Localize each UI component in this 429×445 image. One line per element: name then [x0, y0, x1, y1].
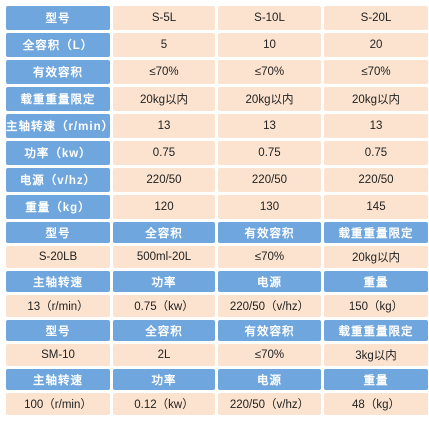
model-name-cell: S-10L [218, 6, 321, 30]
table-row: 100（r/min） 0.12（kw） 220/50（v/hz） 48（kg） [6, 393, 428, 415]
column-header: 全容积 [113, 222, 215, 243]
table-cell: 220/50 [324, 168, 428, 192]
table-cell: 220/50 [218, 168, 321, 192]
table-cell: S-20LB [6, 246, 110, 268]
table-row: 13（r/min） 0.75（kw） 220/50（v/hz） 150（kg） [6, 295, 428, 317]
column-header: 电源 [218, 271, 321, 292]
column-header: 有效容积 [218, 320, 321, 341]
table-cell: 13 [113, 114, 215, 138]
table-cell: 5 [113, 33, 215, 57]
table-cell: 220/50（v/hz） [218, 393, 321, 415]
table-row: 载重重量限定 20kg以内 20kg以内 20kg以内 [6, 87, 428, 111]
table-cell: 0.75（kw） [113, 295, 215, 317]
table-cell: ≤70% [218, 246, 321, 268]
table-cell: 13 [324, 114, 428, 138]
table-cell: 20kg以内 [324, 87, 428, 111]
column-header: 型号 [6, 320, 110, 341]
spec-table: 型号 S-5L S-10L S-20L 全容积（L） 5 10 20 有效容积 … [3, 3, 429, 418]
column-header: 功率 [113, 369, 215, 390]
model-name-cell: S-20L [324, 6, 428, 30]
column-header: 有效容积 [218, 222, 321, 243]
table-cell: 150（kg） [324, 295, 428, 317]
table-cell: 145 [324, 195, 428, 219]
table-cell: 48（kg） [324, 393, 428, 415]
table-cell: 220/50 [113, 168, 215, 192]
column-header: 主轴转速 [6, 369, 110, 390]
column-header: 功率 [113, 271, 215, 292]
column-header: 载重重量限定 [324, 222, 428, 243]
table-cell: ≤70% [324, 60, 428, 84]
row-label: 重量（kg） [6, 195, 110, 219]
table-row: SM-10 2L ≤70% 3kg以内 [6, 344, 428, 366]
column-header: 载重重量限定 [324, 320, 428, 341]
table-cell: 0.12（kw） [113, 393, 215, 415]
table-cell: 120 [113, 195, 215, 219]
column-header: 型号 [6, 222, 110, 243]
table-cell: 10 [218, 33, 321, 57]
row-label: 有效容积 [6, 60, 110, 84]
table-cell: 500ml-20L [113, 246, 215, 268]
table-cell: 13（r/min） [6, 295, 110, 317]
table-row: 主轴转速（r/min） 13 13 13 [6, 114, 428, 138]
table-cell: 3kg以内 [324, 344, 428, 366]
table-cell: 20kg以内 [113, 87, 215, 111]
table-row: 重量（kg） 120 130 145 [6, 195, 428, 219]
block-header-row: 主轴转速 功率 电源 重量 [6, 369, 428, 390]
column-header: 主轴转速 [6, 271, 110, 292]
row-label: 电源（v/hz） [6, 168, 110, 192]
row-label: 功率（kw） [6, 141, 110, 165]
block-header-row: 型号 全容积 有效容积 载重重量限定 [6, 320, 428, 341]
table-row: 有效容积 ≤70% ≤70% ≤70% [6, 60, 428, 84]
table-row: S-20LB 500ml-20L ≤70% 20kg以内 [6, 246, 428, 268]
column-header: 全容积 [113, 320, 215, 341]
table-cell: 100（r/min） [6, 393, 110, 415]
table-cell: 2L [113, 344, 215, 366]
table-cell: 0.75 [324, 141, 428, 165]
table-row: 功率（kw） 0.75 0.75 0.75 [6, 141, 428, 165]
table-row: 全容积（L） 5 10 20 [6, 33, 428, 57]
row-label: 全容积（L） [6, 33, 110, 57]
row-label: 载重重量限定 [6, 87, 110, 111]
table-cell: ≤70% [218, 60, 321, 84]
table-cell: ≤70% [218, 344, 321, 366]
column-header: 重量 [324, 271, 428, 292]
table-header-row: 型号 S-5L S-10L S-20L [6, 6, 428, 30]
block-header-row: 主轴转速 功率 电源 重量 [6, 271, 428, 292]
table-cell: 0.75 [113, 141, 215, 165]
table-cell: SM-10 [6, 344, 110, 366]
table-cell: 20kg以内 [324, 246, 428, 268]
table-row: 电源（v/hz） 220/50 220/50 220/50 [6, 168, 428, 192]
table-cell: 0.75 [218, 141, 321, 165]
table-cell: 13 [218, 114, 321, 138]
column-header: 电源 [218, 369, 321, 390]
table-cell: 130 [218, 195, 321, 219]
model-label-cell: 型号 [6, 6, 110, 30]
column-header: 重量 [324, 369, 428, 390]
table-cell: 220/50（v/hz） [218, 295, 321, 317]
table-cell: ≤70% [113, 60, 215, 84]
table-cell: 20 [324, 33, 428, 57]
block-header-row: 型号 全容积 有效容积 载重重量限定 [6, 222, 428, 243]
table-cell: 20kg以内 [218, 87, 321, 111]
model-name-cell: S-5L [113, 6, 215, 30]
row-label: 主轴转速（r/min） [6, 114, 110, 138]
